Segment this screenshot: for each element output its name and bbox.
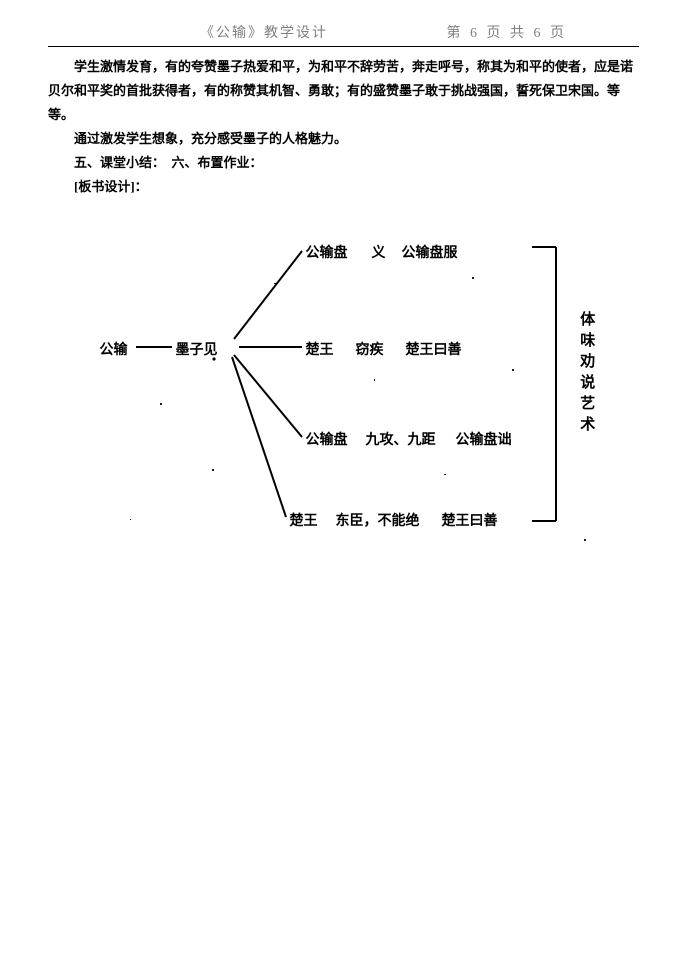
diagram-lines <box>64 219 624 559</box>
noise-dot <box>374 379 375 381</box>
right-vertical-label: 体味劝说艺术 <box>572 311 600 437</box>
branch2-b: 窃疾 <box>356 338 384 364</box>
branch1-a: 公输盘 <box>306 241 348 267</box>
node-root1: 公输 <box>100 338 128 364</box>
header-page: 第 6 页 共 6 页 <box>447 22 568 42</box>
noise-dot <box>444 474 446 475</box>
noise-dot <box>130 519 131 520</box>
branch4-a: 楚王 <box>290 509 318 535</box>
branch3-b: 九攻、九距 <box>366 428 436 454</box>
noise-dot <box>512 369 514 371</box>
noise-dot <box>274 283 276 284</box>
paragraph-4: [板书设计]： <box>48 175 639 199</box>
noise-dot <box>472 277 474 279</box>
branch1-b: 义 <box>372 241 386 267</box>
branch2-a: 楚王 <box>306 338 334 364</box>
branch4-c: 楚王曰善 <box>442 509 498 535</box>
board-diagram: 公输 墨子见 公输盘 义 公输盘服 楚王 窃疾 楚王曰善 公输盘 九攻、九距 公… <box>64 219 624 559</box>
branch1-c: 公输盘服 <box>402 241 458 267</box>
paragraph-2: 通过激发学生想象，充分感受墨子的人格魅力。 <box>48 127 639 151</box>
branch3-c: 公输盘诎 <box>456 428 512 454</box>
noise-dot <box>160 403 162 405</box>
paragraph-3: 五、课堂小结： 六、布置作业： <box>48 151 639 175</box>
page-header: 《公输》教学设计 第 6 页 共 6 页 <box>0 0 687 46</box>
noise-dot <box>584 539 586 541</box>
header-title: 《公输》教学设计 <box>200 22 328 42</box>
paragraph-1: 学生激情发育，有的夸赞墨子热爱和平，为和平不辞劳苦，奔走呼号，称其为和平的使者，… <box>48 55 639 127</box>
noise-dot <box>212 469 214 471</box>
branch3-a: 公输盘 <box>306 428 348 454</box>
branch2-c: 楚王曰善 <box>406 338 462 364</box>
body-content: 学生激情发育，有的夸赞墨子热爱和平，为和平不辞劳苦，奔走呼号，称其为和平的使者，… <box>0 47 687 559</box>
branch4-b: 东臣，不能绝 <box>336 509 420 535</box>
node-root2: 墨子见 <box>176 338 218 364</box>
